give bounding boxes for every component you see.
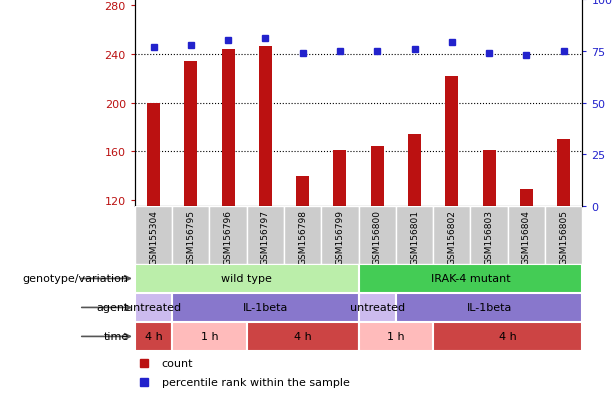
Text: GSM156800: GSM156800 [373, 209, 382, 264]
Text: time: time [104, 332, 129, 342]
Text: count: count [162, 358, 193, 368]
Text: GSM156805: GSM156805 [559, 209, 568, 264]
Bar [221, 50, 235, 206]
FancyBboxPatch shape [246, 206, 284, 264]
Text: 4 h: 4 h [145, 332, 162, 342]
FancyBboxPatch shape [471, 206, 508, 264]
Text: GSM155304: GSM155304 [149, 209, 158, 264]
FancyBboxPatch shape [284, 206, 321, 264]
Text: GSM156802: GSM156802 [447, 209, 456, 264]
Text: GSM156795: GSM156795 [186, 209, 196, 264]
Text: genotype/variation: genotype/variation [23, 274, 129, 284]
FancyBboxPatch shape [359, 322, 433, 351]
FancyBboxPatch shape [172, 322, 246, 351]
Bar [147, 103, 160, 206]
FancyBboxPatch shape [172, 293, 359, 322]
FancyBboxPatch shape [135, 322, 172, 351]
Text: untreated: untreated [349, 303, 405, 313]
FancyBboxPatch shape [359, 293, 396, 322]
Text: GSM156798: GSM156798 [298, 209, 307, 264]
FancyBboxPatch shape [508, 206, 545, 264]
Bar [557, 140, 570, 206]
Text: 1 h: 1 h [387, 332, 405, 342]
Text: percentile rank within the sample: percentile rank within the sample [162, 377, 349, 387]
FancyBboxPatch shape [246, 322, 359, 351]
FancyBboxPatch shape [135, 293, 172, 322]
FancyBboxPatch shape [545, 206, 582, 264]
Text: GSM156796: GSM156796 [224, 209, 232, 264]
FancyBboxPatch shape [359, 206, 396, 264]
FancyBboxPatch shape [172, 206, 210, 264]
Text: GSM156797: GSM156797 [261, 209, 270, 264]
Text: GSM156799: GSM156799 [335, 209, 345, 264]
FancyBboxPatch shape [433, 322, 582, 351]
FancyBboxPatch shape [396, 206, 433, 264]
Bar [371, 147, 384, 206]
Text: GSM156803: GSM156803 [485, 209, 493, 264]
Text: agent: agent [96, 303, 129, 313]
FancyBboxPatch shape [135, 206, 172, 264]
Text: 4 h: 4 h [294, 332, 311, 342]
FancyBboxPatch shape [210, 206, 246, 264]
Bar [520, 190, 533, 206]
Text: IL-1beta: IL-1beta [243, 303, 288, 313]
Text: IRAK-4 mutant: IRAK-4 mutant [431, 274, 510, 284]
FancyBboxPatch shape [321, 206, 359, 264]
Text: untreated: untreated [126, 303, 181, 313]
Bar [185, 62, 197, 206]
Bar [259, 47, 272, 206]
FancyBboxPatch shape [135, 264, 359, 293]
Bar [296, 176, 309, 206]
FancyBboxPatch shape [359, 264, 582, 293]
Text: 4 h: 4 h [499, 332, 517, 342]
Bar [482, 151, 496, 206]
Text: IL-1beta: IL-1beta [466, 303, 512, 313]
Text: GSM156801: GSM156801 [410, 209, 419, 264]
Text: wild type: wild type [221, 274, 272, 284]
Bar [445, 76, 459, 206]
Bar [408, 135, 421, 206]
Text: 1 h: 1 h [200, 332, 218, 342]
FancyBboxPatch shape [433, 206, 471, 264]
Text: GSM156804: GSM156804 [522, 209, 531, 264]
FancyBboxPatch shape [396, 293, 582, 322]
Bar [333, 151, 346, 206]
